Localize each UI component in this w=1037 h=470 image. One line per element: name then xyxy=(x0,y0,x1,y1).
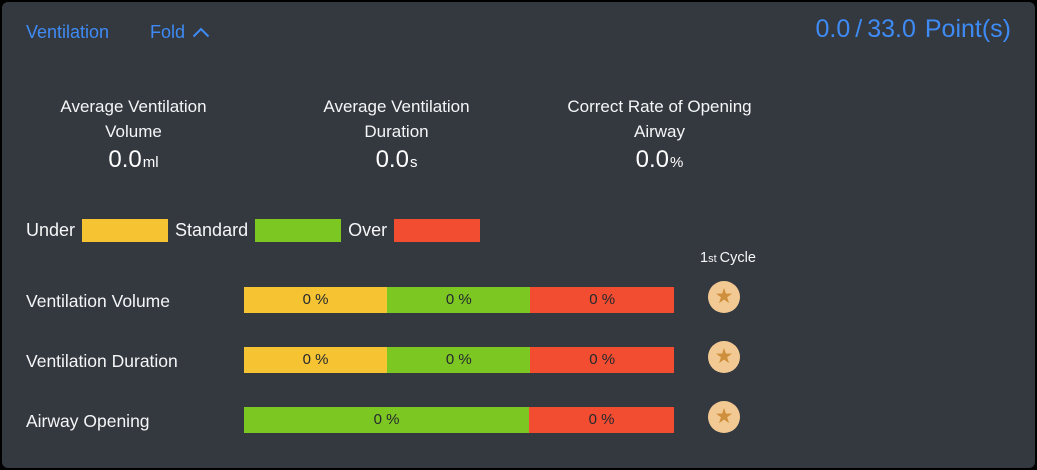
legend-label-under: Under xyxy=(26,220,76,240)
cycle-star-badge: ★ xyxy=(708,281,740,313)
stat-unit: % xyxy=(670,154,684,171)
cycle-star-badge: ★ xyxy=(708,401,740,433)
bar-segment: 0 % xyxy=(387,287,531,313)
chevron-up-icon xyxy=(192,22,210,43)
stat-label: Volume xyxy=(105,122,162,141)
score-display: 0.0/33.0 Point(s) xyxy=(815,15,1011,44)
bar-segment: 0 % xyxy=(529,407,674,433)
stat-label: Average Ventilation xyxy=(60,97,207,116)
row-label: Airway Opening xyxy=(26,411,150,431)
stat-average-ventilation-duration: Average Ventilation Duration 0.0s xyxy=(265,94,528,174)
ventilation-volume-bar: 0 % 0 % 0 % xyxy=(244,287,674,313)
stat-label: Duration xyxy=(364,122,429,141)
legend-swatch-standard xyxy=(255,219,342,242)
legend-swatch-under xyxy=(82,219,169,242)
score-slash: / xyxy=(855,15,863,43)
star-icon: ★ xyxy=(714,344,734,368)
cycle-ordinal: st xyxy=(708,253,717,265)
legend-swatch-over xyxy=(394,219,481,242)
stat-label: Average Ventilation xyxy=(323,97,470,116)
stat-value: 0.0s xyxy=(375,146,418,173)
bar-segment: 0 % xyxy=(244,287,388,313)
cycle-star-badge: ★ xyxy=(708,341,740,373)
stat-label: Airway xyxy=(633,122,685,141)
stat-value: 0.0ml xyxy=(108,146,159,173)
stats-row: Average Ventilation Volume 0.0ml Average… xyxy=(2,94,792,174)
stat-average-ventilation-volume: Average Ventilation Volume 0.0ml xyxy=(2,94,265,174)
row-label: Ventilation Volume xyxy=(26,291,170,311)
metric-row-airway-opening: Airway Opening 0 % 0 % ★ xyxy=(2,400,1035,444)
star-icon: ★ xyxy=(714,404,734,428)
stat-correct-rate-opening-airway: Correct Rate of Opening Airway 0.0% xyxy=(528,94,791,174)
bar-segment: 0 % xyxy=(244,407,530,433)
legend: Under Standard Over xyxy=(26,219,481,242)
metric-row-ventilation-duration: Ventilation Duration 0 % 0 % 0 % ★ xyxy=(2,340,1035,384)
score-unit: Point(s) xyxy=(924,15,1011,43)
row-label: Ventilation Duration xyxy=(26,351,178,371)
star-icon: ★ xyxy=(714,284,734,308)
fold-button-label: Fold xyxy=(150,22,186,42)
stat-label: Correct Rate of Opening xyxy=(567,97,752,116)
stat-unit: ml xyxy=(142,154,159,171)
bar-segment: 0 % xyxy=(387,347,531,373)
score-total: 33.0 xyxy=(867,15,916,43)
cycle-column-header: 1st Cycle xyxy=(700,250,756,266)
bar-segment: 0 % xyxy=(244,347,388,373)
stat-unit: s xyxy=(409,154,418,171)
ventilation-duration-bar: 0 % 0 % 0 % xyxy=(244,347,674,373)
legend-label-standard: Standard xyxy=(175,220,249,240)
fold-button[interactable]: Fold xyxy=(150,22,210,43)
bar-segment: 0 % xyxy=(530,347,674,373)
airway-opening-bar: 0 % 0 % xyxy=(244,407,674,433)
bar-segment: 0 % xyxy=(530,287,674,313)
panel-title: Ventilation xyxy=(26,22,110,42)
cycle-number: 1 xyxy=(700,250,709,266)
metric-row-ventilation-volume: Ventilation Volume 0 % 0 % 0 % ★ xyxy=(2,280,1035,324)
legend-label-over: Over xyxy=(348,220,388,240)
score-achieved: 0.0 xyxy=(815,15,851,43)
cycle-word: Cycle xyxy=(719,250,756,266)
stat-value: 0.0% xyxy=(635,146,684,173)
